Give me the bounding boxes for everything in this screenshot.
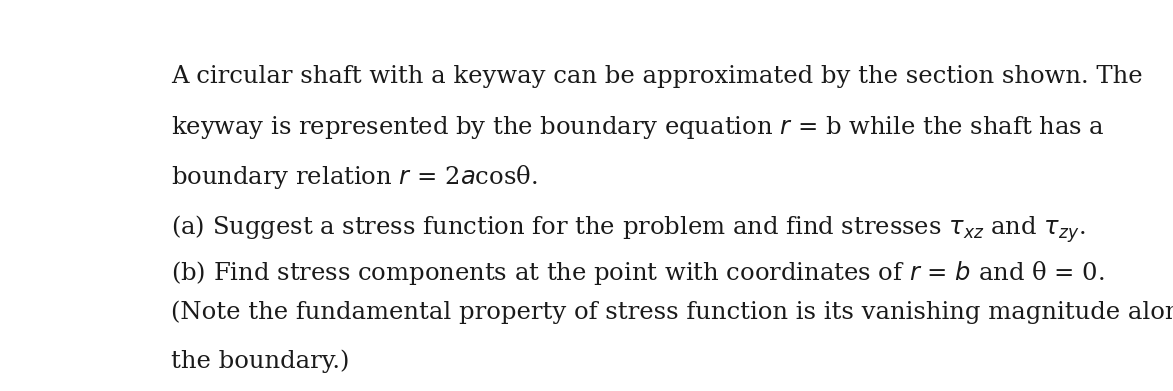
Text: (b) Find stress components at the point with coordinates of $r$ = $b$ and θ = 0.: (b) Find stress components at the point … [171,259,1105,287]
Text: (Note the fundamental property of stress function is its vanishing magnitude alo: (Note the fundamental property of stress… [171,301,1173,325]
Text: (a) Suggest a stress function for the problem and find stresses $\tau_{xz}$ and : (a) Suggest a stress function for the pr… [171,213,1085,245]
Text: the boundary.): the boundary.) [171,349,350,373]
Text: keyway is represented by the boundary equation $r$ = b while the shaft has a: keyway is represented by the boundary eq… [171,114,1105,141]
Text: A circular shaft with a keyway can be approximated by the section shown. The: A circular shaft with a keyway can be ap… [171,65,1143,88]
Text: boundary relation $r$ = 2$a$cosθ.: boundary relation $r$ = 2$a$cosθ. [171,163,537,191]
